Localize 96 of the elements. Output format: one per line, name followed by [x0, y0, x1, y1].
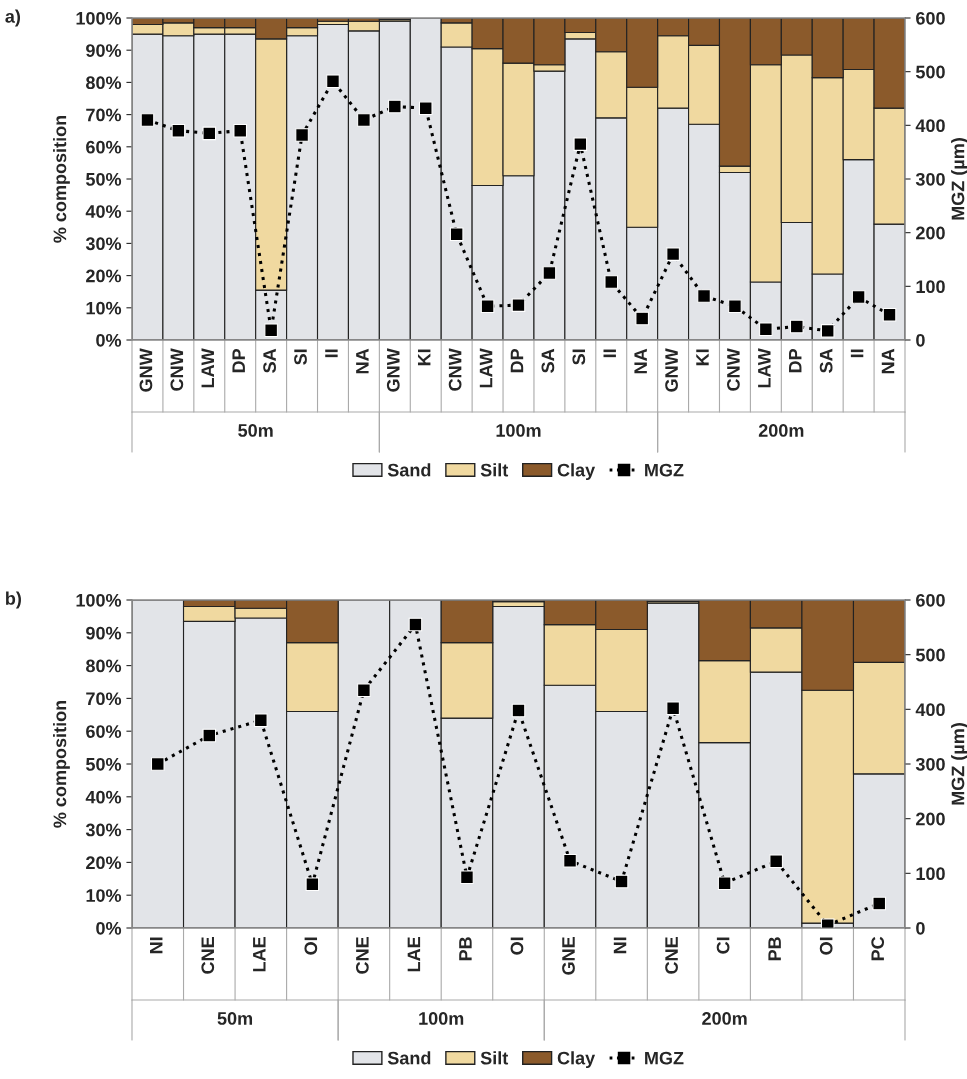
x-tick-label: CNW [448, 348, 462, 391]
y-tick-label: 30% [85, 237, 122, 251]
y-tick-label: 90% [86, 626, 122, 640]
y2-tick-label: 300 [915, 757, 945, 771]
x-tick-label: CNW [170, 348, 184, 391]
y-tick-label: 40% [85, 205, 122, 218]
y-tick-label: 80% [86, 659, 122, 673]
x-tick-label: OI [304, 937, 318, 955]
x-tick-label: SI [294, 349, 307, 365]
y2-tick-label: 500 [915, 65, 945, 79]
y-tick-label: 0% [96, 333, 122, 347]
y-tick-label: 90% [86, 44, 122, 57]
x-tick-label: SA [819, 348, 833, 373]
x-tick-label: LAE [253, 937, 266, 972]
x-tick-label: CI [716, 937, 730, 954]
x-tick-label: GNE [562, 937, 575, 975]
legend-label: MGZ [645, 463, 684, 477]
y-tick-label: 100% [76, 593, 122, 607]
x-tick-label: NA [356, 348, 369, 374]
x-tick-label: PB [768, 937, 781, 961]
y2-tick-label: 500 [915, 648, 945, 662]
x-tick-label: NI [150, 937, 163, 954]
x-tick-label: II [850, 349, 864, 358]
y-tick-label: 50% [86, 172, 122, 186]
legend-label: Silt [480, 1051, 509, 1065]
x-tick-label: CNE [201, 937, 215, 974]
x-tick-label: GNW [386, 348, 400, 392]
x-tick-label: GNW [139, 348, 153, 392]
y-tick-label: 60% [86, 725, 122, 738]
chart-title: b) [6, 591, 21, 609]
legend-label: MGZ [645, 1051, 684, 1065]
y-tick-label: 10% [86, 889, 122, 902]
text: 200m [758, 424, 804, 437]
y-tick-label: 30% [85, 823, 122, 837]
y2-tick-label: 200 [916, 226, 945, 240]
x-tick-label: LAW [758, 348, 771, 388]
y-tick-label: 70% [86, 108, 122, 122]
y2-tick-label: 600 [916, 593, 945, 607]
y-tick-label: 100% [76, 11, 122, 25]
x-tick-label: PC [871, 936, 885, 961]
y2-tick-label: 100 [916, 280, 945, 294]
y2-tick-label: 200 [916, 812, 945, 826]
legend-label: Clay [557, 463, 596, 481]
x-tick-label: NI [613, 937, 627, 954]
x-tick-label: CNW [727, 348, 740, 391]
x-tick-label: NA [881, 348, 895, 374]
x-tick-label: GNW [665, 348, 678, 392]
x-tick-label: SI [572, 349, 586, 365]
text: 100m [496, 424, 541, 437]
y-tick-label: 40% [85, 790, 122, 804]
x-tick-label: PB [459, 937, 472, 961]
x-tick-label: LAW [201, 348, 214, 388]
y2-tick-label: 100 [916, 867, 945, 881]
y2-tick-label: 300 [915, 172, 945, 186]
y-tick-label: 20% [86, 269, 122, 283]
x-tick-label: DP [789, 348, 802, 373]
y-tick-label: 80% [86, 76, 122, 90]
y-tick-label: 20% [86, 856, 122, 870]
x-tick-label: KI [696, 349, 709, 366]
x-tick-label: LAE [407, 937, 421, 972]
y-tick-label: 10% [86, 301, 122, 315]
text: 100m [419, 1012, 464, 1025]
x-tick-label: SA [541, 348, 555, 373]
x-tick-label: II [603, 349, 616, 358]
y-tick-label: 60% [86, 140, 122, 154]
y2-axis-title: MGZ (µm) [951, 723, 967, 805]
legend-label: Sand [387, 463, 431, 477]
text: 200m [702, 1012, 747, 1025]
legend-label: Clay [557, 1051, 596, 1069]
x-tick-label: OI [510, 937, 524, 955]
x-tick-label: OI [819, 937, 833, 955]
legend-label: Silt [480, 463, 509, 477]
y-tick-label: 0% [96, 921, 122, 935]
legend-label: Sand [387, 1051, 431, 1065]
y-axis-title: % composition [53, 115, 70, 243]
y2-axis-title: MGZ (µm) [951, 138, 967, 220]
text: 50m [238, 424, 273, 437]
y-axis-title: % composition [53, 700, 70, 828]
y2-tick-label: 0 [916, 333, 925, 347]
y2-tick-label: 400 [915, 703, 945, 717]
y-tick-label: 50% [86, 757, 122, 771]
text: 50m [217, 1012, 253, 1025]
x-tick-label: CNE [665, 937, 678, 974]
x-tick-label: DP [232, 348, 245, 373]
x-tick-label: KI [417, 349, 431, 366]
x-tick-label: DP [510, 348, 524, 373]
y2-tick-label: 0 [916, 921, 925, 935]
x-tick-label: NA [634, 348, 647, 374]
y2-tick-label: 600 [916, 11, 945, 25]
x-tick-label: CNE [355, 937, 369, 974]
x-tick-label: SA [263, 348, 276, 373]
y2-tick-label: 400 [915, 119, 945, 133]
chart-title: a) [5, 9, 20, 27]
y-tick-label: 70% [86, 692, 122, 706]
x-tick-label: II [325, 349, 338, 358]
x-tick-label: LAW [479, 348, 493, 388]
